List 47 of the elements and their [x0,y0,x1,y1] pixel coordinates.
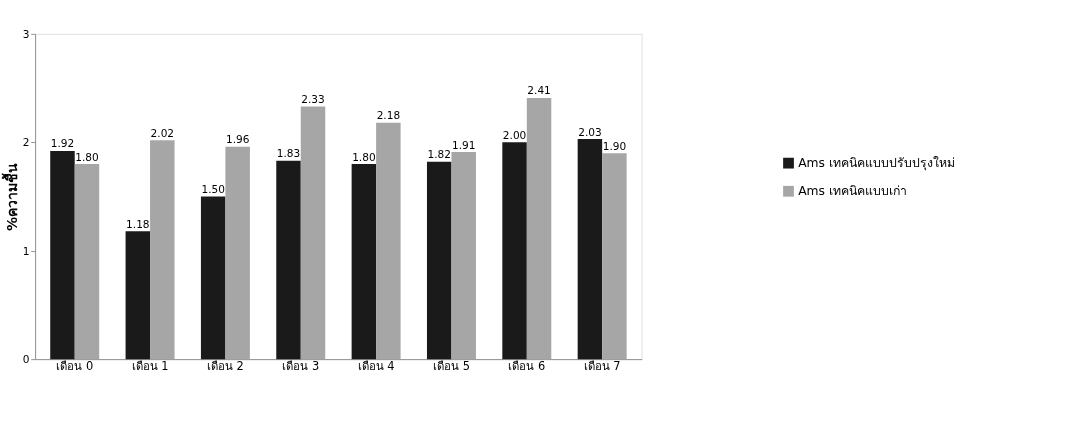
data-label: 1.92 [50,137,75,150]
bar [125,231,151,360]
bar [50,151,75,360]
bar [502,142,527,360]
x-tick-label: เดือน 4 [357,359,395,374]
data-label: 1.80 [75,150,99,163]
x-tick-label: เดือน 5 [433,359,470,374]
x-tick-label: เดือน 1 [131,359,169,374]
bar [74,164,100,360]
data-label: 2.18 [376,109,401,122]
data-label: 1.90 [602,139,627,152]
y-axis-title: %ความชื้น [0,162,20,232]
x-tick-label: เดือน 6 [508,359,546,374]
bar [602,153,627,360]
bar [300,106,326,360]
data-label: 1.18 [126,217,150,230]
data-label: 2.02 [150,126,175,139]
x-tick-label: เดือน 2 [206,359,244,374]
data-label: 2.00 [502,128,527,141]
y-tick-label: 0 [22,353,30,366]
bar [376,122,401,360]
y-tick-label: 3 [22,27,30,40]
data-label: 1.82 [427,148,451,161]
bar [526,97,552,360]
data-label: 1.80 [352,150,376,163]
data-label: 2.33 [301,93,325,106]
data-label: 1.91 [451,138,476,151]
bar [276,160,301,360]
data-label: 2.41 [527,84,551,97]
bar [451,152,476,360]
bar [577,139,603,360]
x-tick-label: เดือน 0 [56,359,94,374]
data-label: 1.83 [276,147,301,160]
data-label: 2.03 [578,125,602,138]
x-tick-label: เดือน 7 [583,359,621,374]
x-tick-label: เดือน 3 [282,359,320,374]
bar [150,140,175,360]
bar [200,196,226,360]
legend-label: Ams เทคนิคแบบเก่า [798,183,907,198]
bar [426,161,452,360]
bar [351,164,377,360]
y-tick-label: 2 [22,136,30,149]
y-tick-label: 1 [22,244,30,257]
legend-label: Ams เทคนิคแบบปรับปรุงใหม่ [798,155,955,171]
bar [225,146,250,360]
data-label: 1.50 [201,183,225,196]
data-label: 1.96 [225,133,250,146]
